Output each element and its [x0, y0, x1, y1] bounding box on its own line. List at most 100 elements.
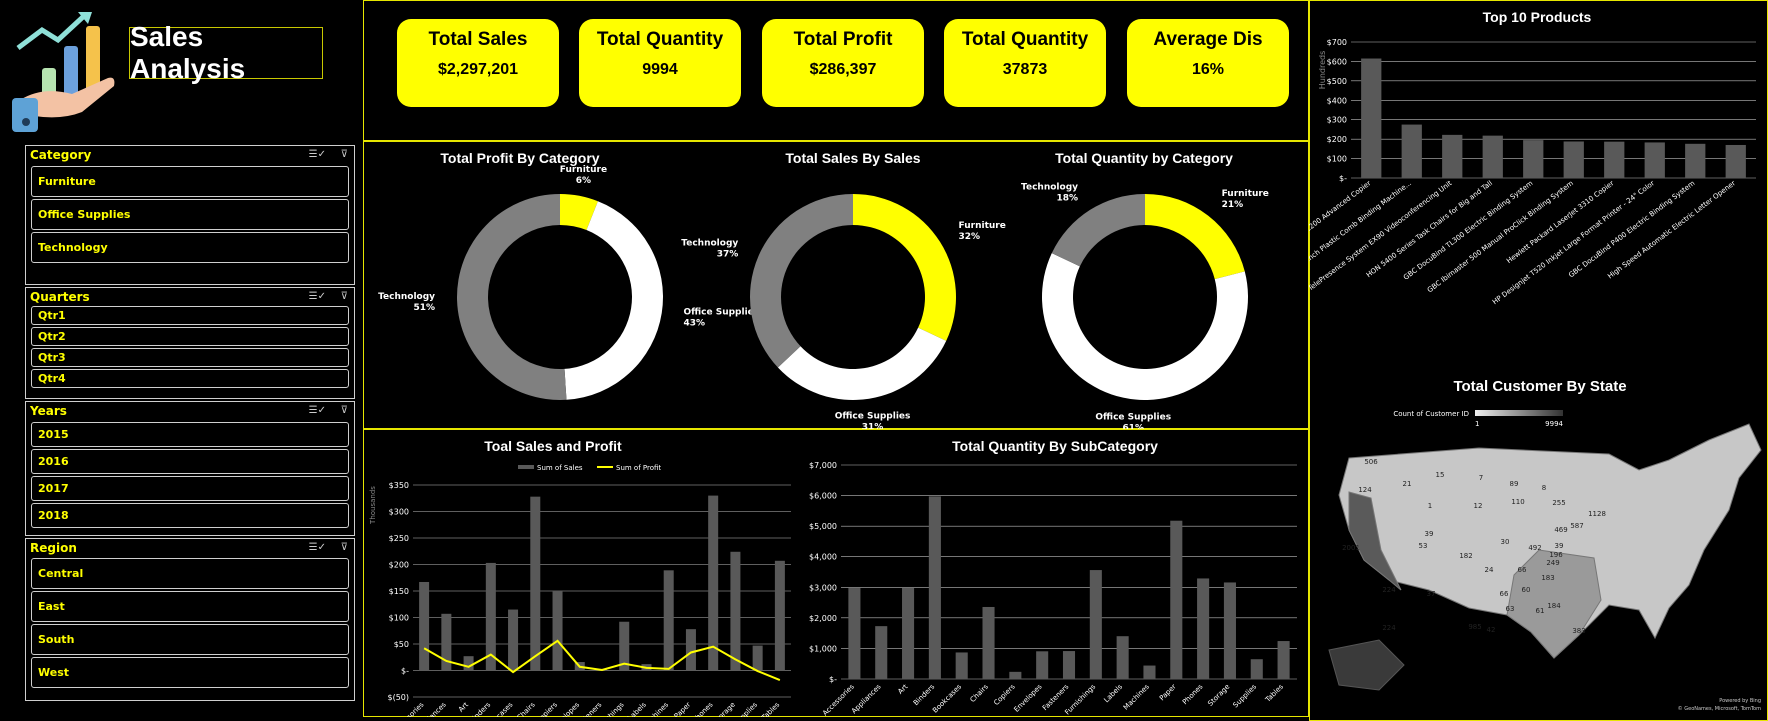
legend-swatch-sales [518, 465, 534, 469]
clear-filter-icon[interactable]: ⊽ [340, 291, 348, 302]
y-tick-label: $700 [1327, 38, 1347, 47]
x-tick-label: Storage [712, 701, 737, 717]
state-california [1348, 491, 1402, 591]
multi-select-icon[interactable]: ☰✓ [308, 291, 326, 302]
x-tick-label: Copiers [992, 683, 1017, 708]
kpi-title: Total Quantity [596, 29, 724, 50]
slicer-item-west[interactable]: West [31, 657, 349, 688]
bar [1725, 144, 1746, 178]
y-tick-label: $100 [389, 614, 409, 623]
state-value-label: 1128 [1588, 510, 1606, 518]
x-tick-label: Labels [1102, 683, 1124, 705]
state-value-label: 30 [1501, 538, 1510, 546]
slice-label: Furniture [1222, 189, 1269, 199]
y-tick-label: $300 [389, 508, 409, 517]
donut-slice [1051, 193, 1145, 267]
bar [1009, 671, 1022, 679]
bar [1442, 134, 1463, 178]
slicer-item-office-supplies[interactable]: Office Supplies [31, 199, 349, 230]
state-value-label: 985 [1468, 623, 1481, 631]
bar [1036, 651, 1049, 679]
bar [1116, 636, 1129, 679]
y-tick-label: $5,000 [809, 522, 837, 531]
map-credit: Powered by Bing [1719, 698, 1761, 704]
slice-label: Technology [1021, 182, 1078, 192]
slicer-item-south[interactable]: South [31, 624, 349, 655]
x-tick-label: Bookcases [931, 683, 963, 715]
slicer-item-2018[interactable]: 2018 [31, 503, 349, 528]
dashboard-title-box: Sales Analysis [129, 21, 323, 84]
y-tick-label: $150 [389, 587, 409, 596]
state-value-label: 124 [1358, 486, 1372, 494]
bar [1361, 58, 1382, 179]
slicer-item-east[interactable]: East [31, 591, 349, 622]
bar [1644, 142, 1665, 178]
y-tick-label: $350 [389, 481, 409, 490]
slice-label: Office Supplies [1095, 412, 1171, 422]
multi-select-icon[interactable]: ☰✓ [308, 542, 326, 553]
slicer-item-qtr3[interactable]: Qtr3 [31, 348, 349, 367]
donut-slice [560, 194, 598, 231]
clear-filter-icon[interactable]: ⊽ [340, 405, 348, 416]
clear-filter-icon[interactable]: ⊽ [340, 542, 348, 553]
map-title: Total Customer By State [1453, 378, 1627, 395]
kpi-panel [363, 0, 1309, 141]
slicer-item-2016[interactable]: 2016 [31, 449, 349, 474]
x-tick-label: Binders [912, 683, 937, 708]
x-tick-label: Phones [691, 701, 715, 717]
slicer-item-central[interactable]: Central [31, 558, 349, 589]
y-tick-label: $7,000 [809, 461, 837, 470]
donut-slice [853, 194, 956, 341]
kpi-value: $2,297,201 [437, 61, 519, 78]
state-value-label: 39 [1555, 542, 1564, 550]
multi-select-icon[interactable]: ☰✓ [308, 405, 326, 416]
state-alaska [1328, 639, 1405, 691]
us-map-shape [1338, 423, 1762, 659]
bar [663, 570, 674, 671]
x-tick-label: Chairs [515, 701, 537, 717]
bar [1604, 141, 1625, 178]
bar [441, 613, 452, 671]
donut-slice [777, 327, 947, 401]
slice-label: Office Supplies [683, 308, 759, 318]
donut-slice [750, 194, 853, 368]
bar [485, 562, 496, 671]
x-tick-label: GBC Ibimaster 500 Manual ProClick Bindin… [1426, 179, 1575, 294]
slicer-item-qtr2[interactable]: Qtr2 [31, 327, 349, 346]
slicer-item-technology[interactable]: Technology [31, 232, 349, 263]
chart-title: Top 10 Products [1482, 9, 1592, 25]
x-tick-label: Appliances [850, 683, 883, 716]
bar [982, 606, 995, 679]
multi-select-icon[interactable]: ☰✓ [308, 149, 326, 160]
bar [875, 626, 888, 679]
slicer-item-2017[interactable]: 2017 [31, 476, 349, 501]
slicer-item-qtr1[interactable]: Qtr1 [31, 306, 349, 325]
state-value-label: 1 [1428, 502, 1432, 510]
bar [1250, 659, 1263, 679]
profit-line [423, 639, 781, 681]
category-slicer: Category ☰✓ ⊽ Furniture Office Supplies … [25, 145, 355, 285]
state-value-label: 21 [1403, 480, 1412, 488]
bar [1401, 124, 1422, 178]
clear-filter-icon[interactable]: ⊽ [340, 149, 348, 160]
slicer-item-2015[interactable]: 2015 [31, 422, 349, 447]
map-legend-bar [1475, 410, 1563, 416]
slicer-item-furniture[interactable]: Furniture [31, 166, 349, 197]
bar [928, 496, 941, 679]
y-tick-label: $- [401, 667, 409, 676]
y-axis-label: Thousands [369, 486, 377, 525]
y-tick-label: $500 [1327, 77, 1347, 86]
bar [530, 496, 541, 671]
bar [1277, 641, 1290, 679]
bar [1170, 520, 1183, 679]
slice-label: Office Supplies [835, 411, 911, 421]
slice-value: 6% [576, 176, 591, 186]
map-legend-max: 9994 [1545, 420, 1563, 428]
state-value-label: 184 [1547, 602, 1561, 610]
slicer-item-qtr4[interactable]: Qtr4 [31, 369, 349, 388]
donut-panel [363, 141, 1309, 429]
kpi-card-total-quantity: Total Quantity 9994 [579, 19, 741, 107]
y-tick-label: $4,000 [809, 553, 837, 562]
top-10-products-chart: Hundreds$-$100$200$300$400$500$600$700Ca… [1309, 38, 1756, 318]
